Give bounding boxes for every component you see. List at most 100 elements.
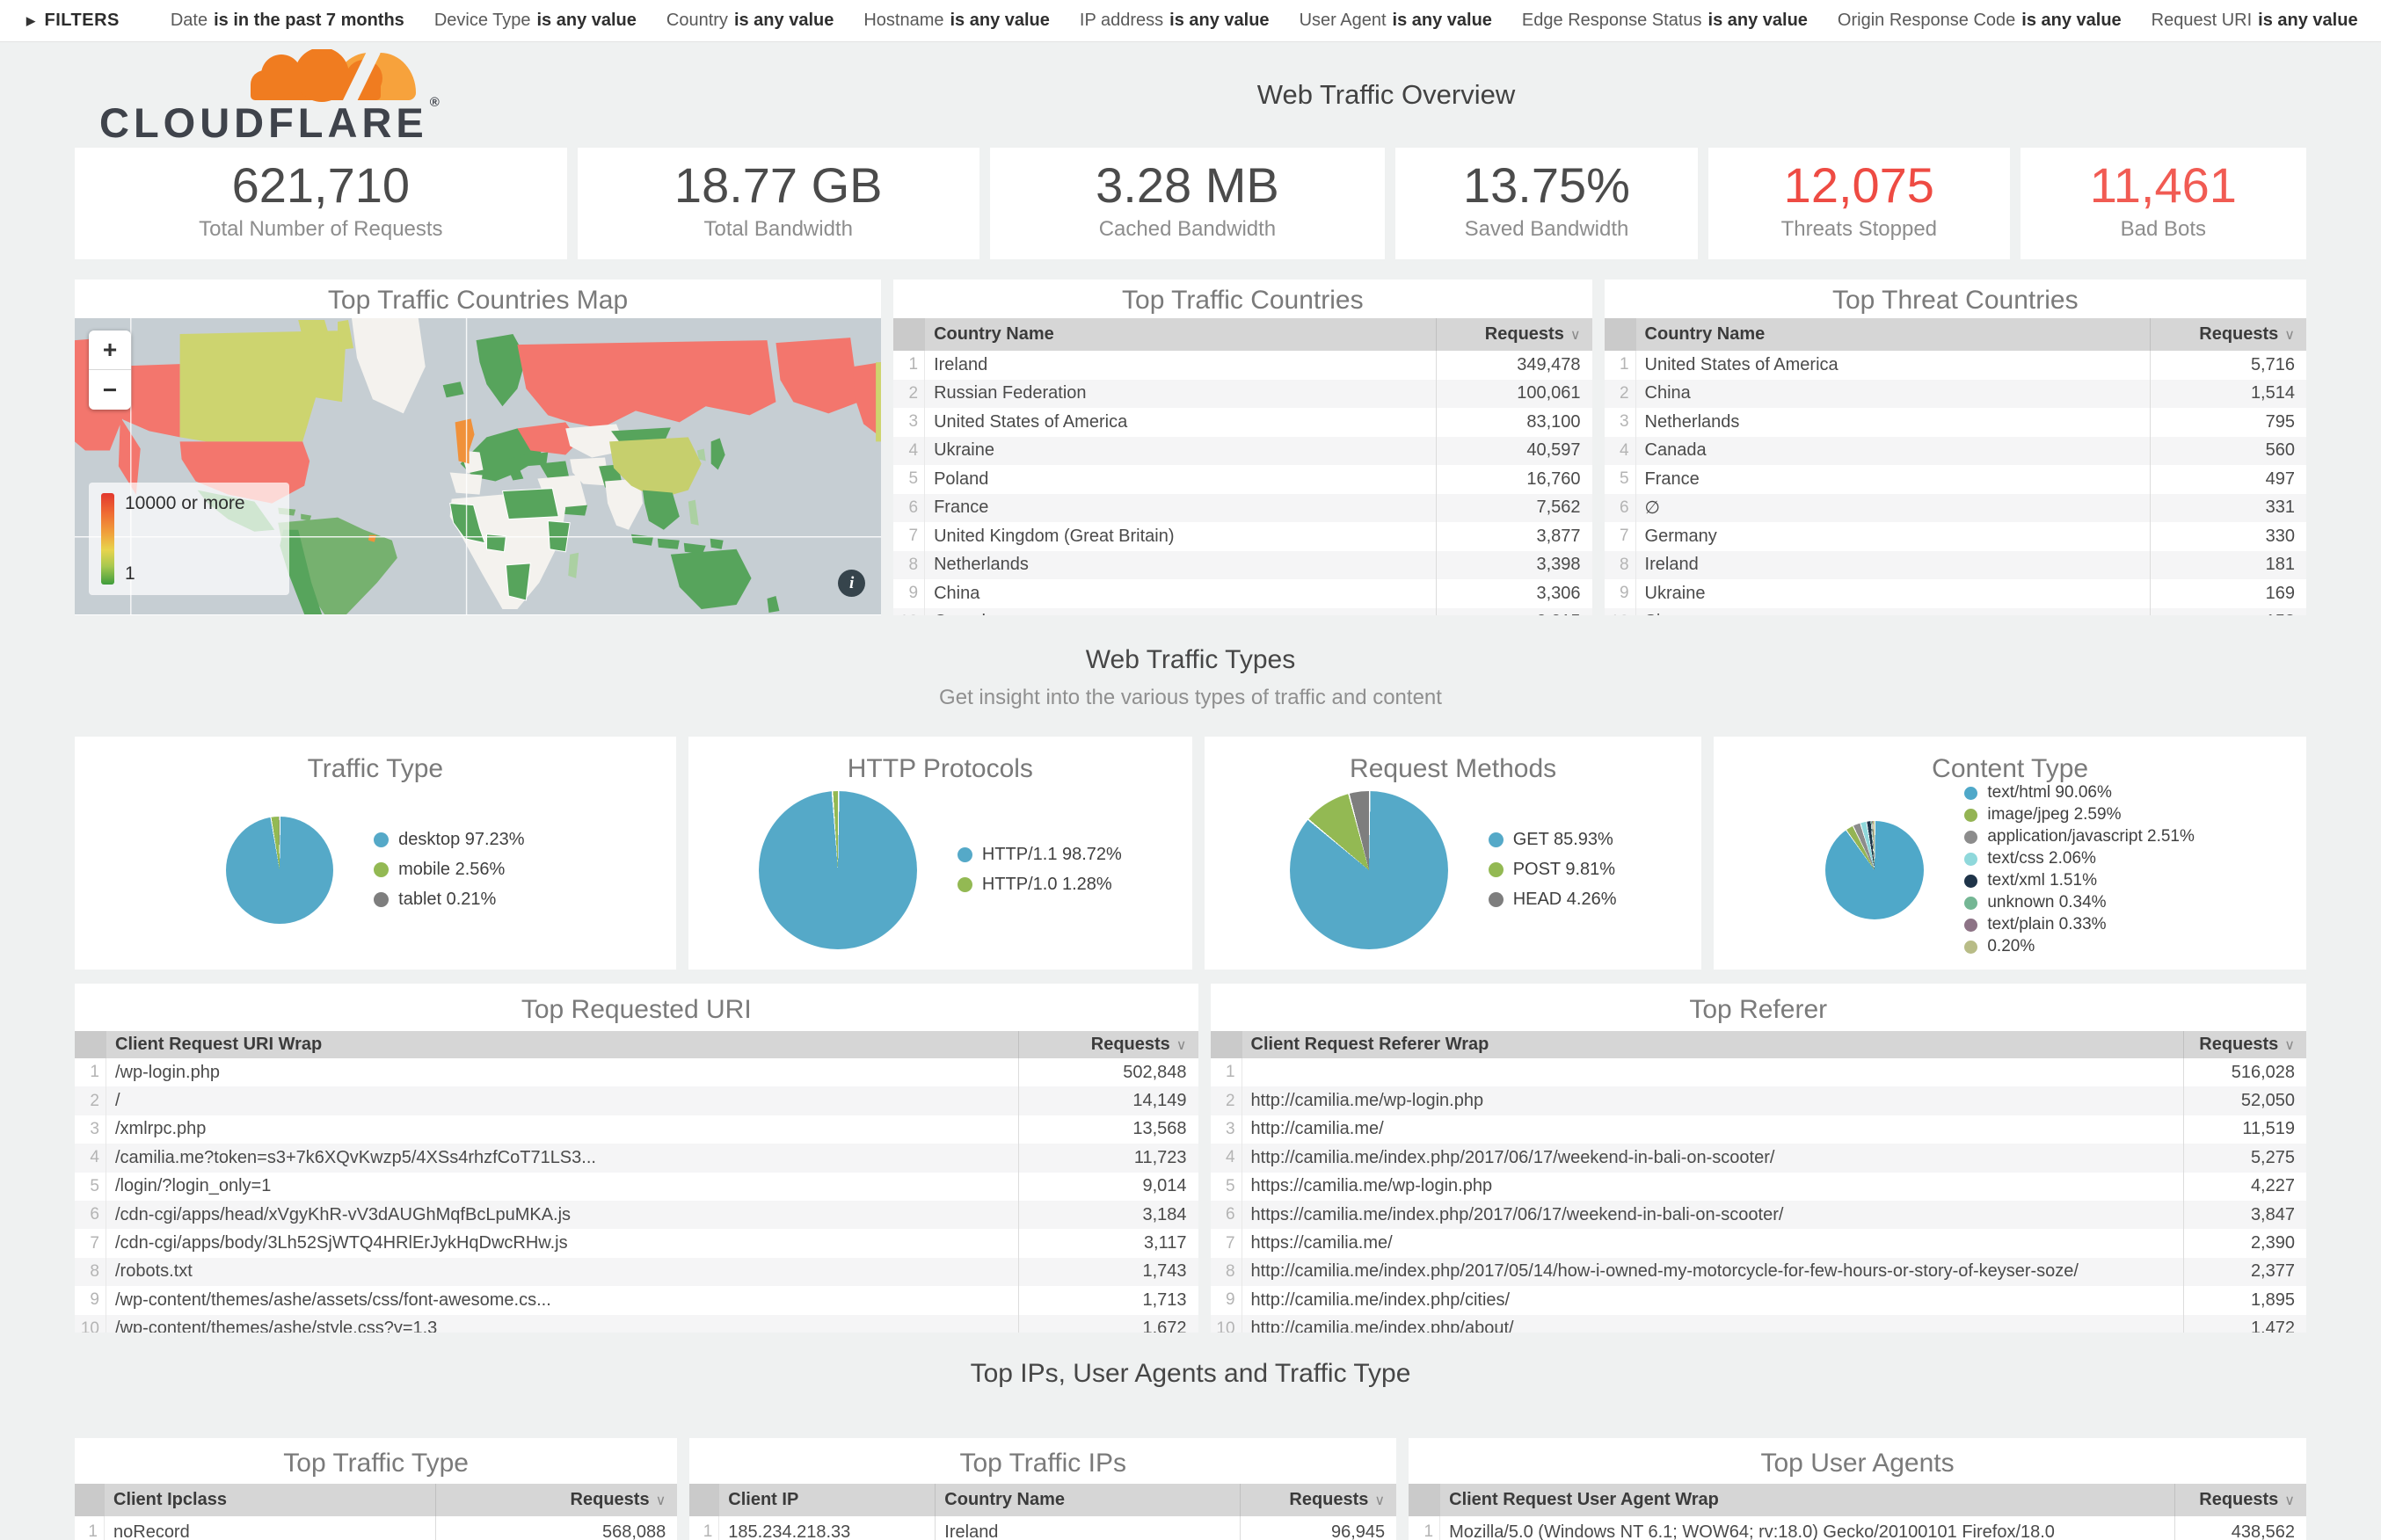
sort-desc-icon[interactable]: ∨ xyxy=(1569,327,1581,343)
filter-item[interactable]: Device Type is any value xyxy=(434,11,637,31)
sort-desc-icon[interactable]: ∨ xyxy=(2284,1493,2295,1508)
filter-item[interactable]: User Agent is any value xyxy=(1300,11,1492,31)
table-row[interactable]: 9/wp-content/themes/ashe/assets/css/font… xyxy=(75,1286,1198,1315)
sort-desc-icon[interactable]: ∨ xyxy=(655,1493,666,1508)
table-row[interactable]: 4 Canada 560 xyxy=(1604,436,2306,465)
row-label: United States of America xyxy=(934,411,1128,432)
filter-item[interactable]: IP address is any value xyxy=(1080,11,1270,31)
top-uri-table-body: 1/wp-login.php 502,848 2/14,149 3/xmlrpc.ph… xyxy=(75,1058,1198,1333)
panel-title: Top Referer xyxy=(1689,995,1828,1024)
row-label xyxy=(1242,1058,2183,1086)
kpi-label: Total Bandwidth xyxy=(703,216,853,241)
map-info-icon[interactable]: i xyxy=(838,570,866,597)
table-row[interactable]: 8 Ireland 181 xyxy=(1604,550,2306,579)
table-row[interactable]: 10Singapore158 xyxy=(1604,607,2306,615)
row-label: Netherlands xyxy=(934,555,1029,575)
table-row[interactable]: 7 United Kingdom (Great Britain) 3,877 xyxy=(893,522,1592,551)
table-row[interactable]: 7 https://camilia.me/2,390 xyxy=(1210,1229,2306,1258)
table-row[interactable]: 1 noRecord 568,088 xyxy=(75,1516,678,1540)
legend-label: 0.20% xyxy=(1987,937,2035,955)
filter-item[interactable]: Country is any value xyxy=(666,11,834,31)
table-row[interactable]: 1 Mozilla/5.0 (Windows NT 6.1; WOW64; rv:… xyxy=(1409,1516,2306,1540)
table-row[interactable]: 2 China 1,514 xyxy=(1604,379,2306,408)
legend-label: image/jpeg 2.59% xyxy=(1987,805,2122,824)
table-row[interactable]: 5 https://camilia.me/wp-login.php 4,227 xyxy=(1210,1172,2306,1201)
table-row[interactable]: 1/wp-login.php 502,848 xyxy=(75,1058,1198,1087)
table-row[interactable]: 7 Germany 330 xyxy=(1604,522,2306,551)
table-row[interactable]: 9 http://camilia.me/index.php/cities/1,89… xyxy=(1210,1286,2306,1315)
table-header: Country Name Requests ∨ xyxy=(893,318,1592,351)
legend-dot-icon xyxy=(957,877,972,892)
sort-desc-icon[interactable]: ∨ xyxy=(2284,1037,2295,1053)
traffic-type-pie[interactable] xyxy=(226,816,334,924)
table-row[interactable]: 2 http://camilia.me/wp-login.php 52,050 xyxy=(1210,1086,2306,1115)
filters-toggle[interactable]: ▶ FILTERS xyxy=(26,11,120,31)
content-type-pie[interactable] xyxy=(1825,820,1925,919)
table-row[interactable]: 8 Netherlands 3,398 xyxy=(893,550,1592,579)
row-rank: 2 xyxy=(75,1086,106,1115)
table-row[interactable]: 4 http://camilia.me/index.php/2017/06/17/… xyxy=(1210,1144,2306,1173)
table-row[interactable]: 3 Netherlands 795 xyxy=(1604,408,2306,437)
sort-desc-icon[interactable]: ∨ xyxy=(1374,1493,1386,1508)
map-zoom-in-button[interactable]: + xyxy=(89,331,131,370)
world-map[interactable]: + − 10000 or more 1 i xyxy=(75,318,882,614)
row-rank: 2 xyxy=(893,379,926,408)
filter-item[interactable]: Origin Response Code is any value xyxy=(1838,11,2122,31)
table-row[interactable]: 1 United States of America 5,716 xyxy=(1604,351,2306,380)
filter-item[interactable]: Date is in the past 7 months xyxy=(171,11,404,31)
filter-item[interactable]: Edge Response Status is any value xyxy=(1522,11,1808,31)
filter-item[interactable]: Hostname is any value xyxy=(863,11,1050,31)
row-label: China xyxy=(934,583,980,603)
column-header: Country Name xyxy=(1644,324,1766,344)
table-row[interactable]: 8/robots.txt 1,743 xyxy=(75,1257,1198,1287)
row-value: 5,275 xyxy=(2183,1144,2306,1173)
table-row[interactable]: 10Canada2,215 xyxy=(893,607,1592,615)
table-row[interactable]: 6/cdn-cgi/apps/head/xVgyKhR-vV3dAUGhMqfB… xyxy=(75,1200,1198,1230)
traffic-type-legend: desktop 97.23% mobile 2.56% tablet 0.21% xyxy=(374,825,525,915)
table-row[interactable]: 4 Ukraine 40,597 xyxy=(893,436,1592,465)
row-label: China xyxy=(1644,383,1691,403)
table-row[interactable]: 3 http://camilia.me/11,519 xyxy=(1210,1115,2306,1144)
table-row[interactable]: 1 516,028 xyxy=(1210,1058,2306,1087)
table-row[interactable]: 2 Russian Federation 100,061 xyxy=(893,379,1592,408)
content-type-chart-panel: Content Type text/html 90.06% image/jpeg … xyxy=(1714,737,2307,970)
row-value: 438,562 xyxy=(2174,1516,2306,1540)
kpi-value: 621,710 xyxy=(231,157,411,213)
table-row[interactable]: 3/xmlrpc.php 13,568 xyxy=(75,1115,1198,1144)
legend-dot-icon xyxy=(1488,892,1504,907)
table-row[interactable]: 3 United States of America 83,100 xyxy=(893,408,1592,437)
sort-desc-icon[interactable]: ∨ xyxy=(2284,327,2295,343)
table-row[interactable]: 4/camilia.me?token=s3+7k6XQvKwzp5/4XSs4r… xyxy=(75,1144,1198,1173)
table-row[interactable]: 5/login/?login_only=1 9,014 xyxy=(75,1172,1198,1201)
table-row[interactable]: 6 ∅ 331 xyxy=(1604,493,2306,522)
column-header: Requests ∨ xyxy=(1435,318,1592,351)
table-row[interactable]: 2 / 14,149 xyxy=(75,1086,1198,1115)
table-row[interactable]: 7/cdn-cgi/apps/body/3Lh52SjWTQ4HRlErJykH… xyxy=(75,1229,1198,1258)
kpi-card: 621,710 Total Number of Requests xyxy=(75,148,567,259)
table-row[interactable]: 5 Poland 16,760 xyxy=(893,465,1592,494)
table-row[interactable]: 5 France 497 xyxy=(1604,465,2306,494)
row-label: /camilia.me?token=s3+7k6XQvKwzp5/4XSs4rh… xyxy=(115,1147,596,1167)
table-row[interactable]: 6 France 7,562 xyxy=(893,493,1592,522)
table-row[interactable]: 9 Ukraine 169 xyxy=(1604,579,2306,608)
row-label: https://camilia.me/wp-login.php xyxy=(1250,1176,1493,1196)
table-row[interactable]: 8 http://camilia.me/index.php/2017/05/14/… xyxy=(1210,1257,2306,1287)
table-row[interactable]: 6 https://camilia.me/index.php/2017/06/17… xyxy=(1210,1200,2306,1230)
row-value: 502,848 xyxy=(1017,1058,1198,1087)
http-protocols-pie[interactable] xyxy=(758,790,917,949)
filter-item[interactable]: Request URI is any value xyxy=(2152,11,2358,31)
panel-title: Request Methods xyxy=(1350,754,1557,783)
table-row[interactable]: 10/wp-content/themes/ashe/style.css?v=1.… xyxy=(75,1314,1198,1333)
top-traffic-ips-table-body: 1 185.234.218.33 Ireland 96,945 xyxy=(689,1516,1397,1540)
legend-label: text/xml 1.51% xyxy=(1987,871,2097,890)
row-label: /wp-content/themes/ashe/style.css?v=1.3 xyxy=(115,1318,438,1333)
table-row[interactable]: 9 China 3,306 xyxy=(893,579,1592,608)
table-row[interactable]: 10 http://camilia.me/index.php/about/1,47… xyxy=(1210,1314,2306,1333)
legend-dot-icon xyxy=(374,892,390,907)
table-row[interactable]: 1 185.234.218.33 Ireland 96,945 xyxy=(689,1516,1397,1540)
table-row[interactable]: 1 Ireland 349,478 xyxy=(893,351,1592,380)
row-value: 5,716 xyxy=(2150,351,2306,380)
request-methods-pie[interactable] xyxy=(1289,790,1448,949)
map-zoom-out-button[interactable]: − xyxy=(89,370,131,410)
sort-desc-icon[interactable]: ∨ xyxy=(1176,1037,1187,1053)
